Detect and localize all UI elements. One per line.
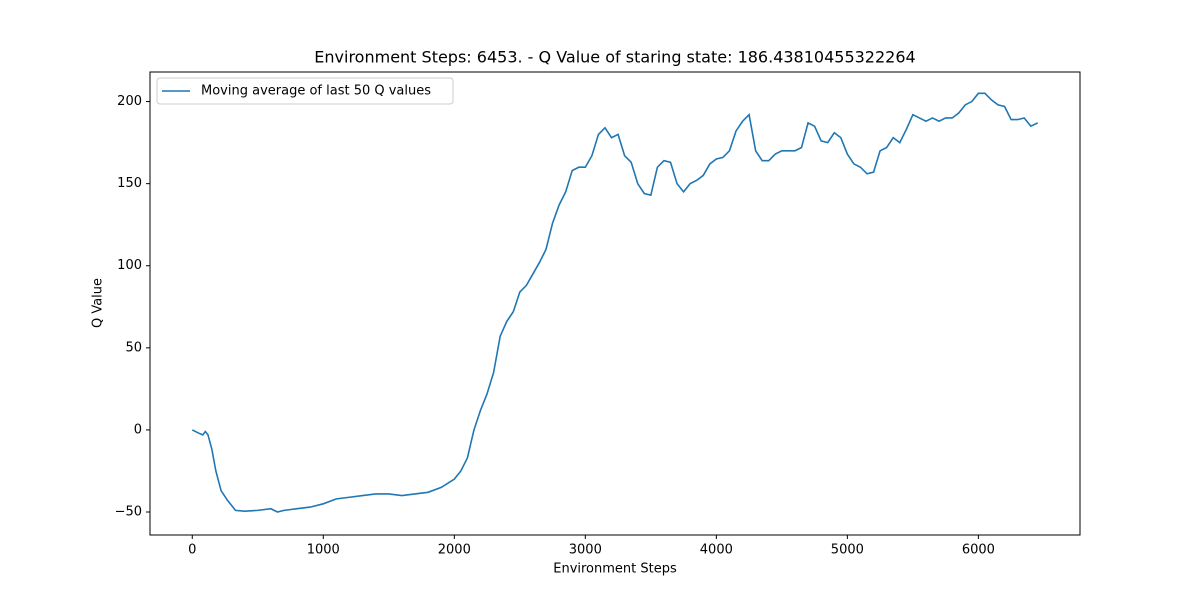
legend-label: Moving average of last 50 Q values	[201, 84, 431, 99]
chart-title: Environment Steps: 6453. - Q Value of st…	[314, 48, 915, 67]
y-axis-label: Q Value	[91, 278, 106, 328]
plot-frame	[149, 71, 1081, 536]
data-line	[191, 92, 1039, 513]
x-tick-label: 2000	[438, 543, 471, 558]
y-tick-label: 200	[117, 94, 142, 109]
y-tick-label: −50	[115, 505, 142, 520]
x-tick-label: 1000	[307, 543, 340, 558]
x-tick-label: 6000	[962, 543, 995, 558]
y-tick-label: 50	[125, 340, 142, 355]
y-tick-label: 100	[117, 258, 142, 273]
x-tick-label: 5000	[831, 543, 864, 558]
y-tick-label: 150	[117, 176, 142, 191]
y-tick-label: 0	[134, 422, 142, 437]
x-tick-label: 3000	[569, 543, 602, 558]
x-axis-label: Environment Steps	[553, 562, 677, 577]
x-tick-label: 4000	[700, 543, 733, 558]
x-tick-label: 0	[188, 543, 196, 558]
legend-box	[156, 77, 454, 105]
